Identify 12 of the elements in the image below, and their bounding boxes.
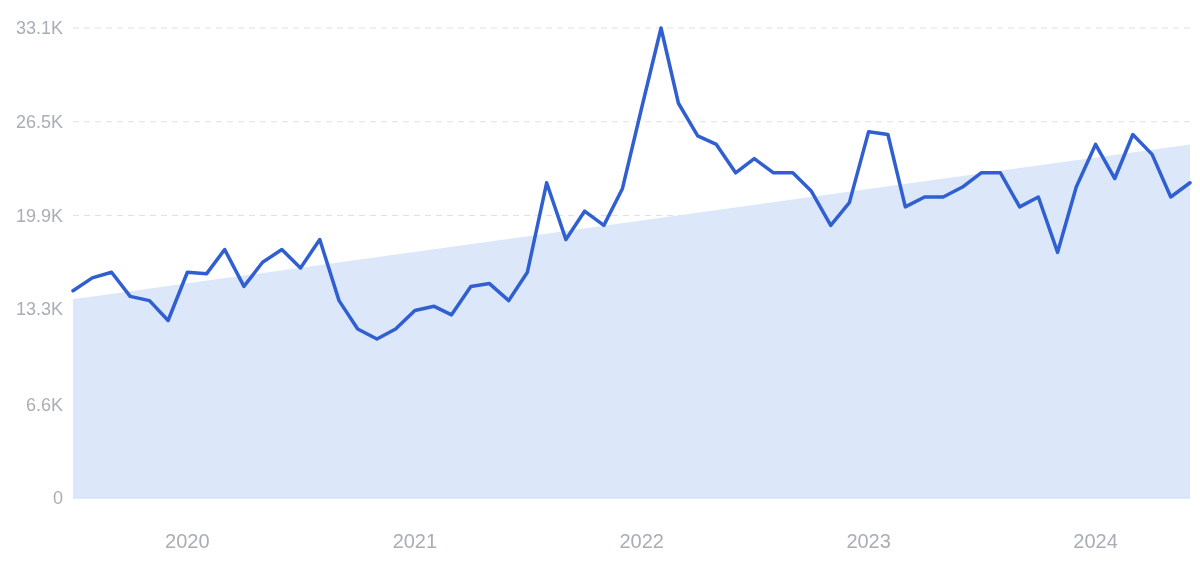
x-tick-label: 2022: [619, 530, 665, 552]
x-tick-label: 2020: [165, 530, 210, 552]
y-tick-label: 26.5K: [15, 112, 63, 133]
y-tick-label: 6.6K: [25, 394, 63, 415]
x-tick-label: 2021: [392, 530, 438, 552]
line-series: [71, 26, 1192, 341]
y-tick-label: 33.1K: [15, 18, 63, 39]
y-tick-label: 19.9K: [15, 205, 63, 226]
x-tick-label: 2024: [1073, 530, 1118, 552]
x-tick-label: 2023: [846, 530, 891, 552]
y-tick-label: 0: [52, 488, 63, 509]
y-tick-label: 13.3K: [15, 299, 63, 320]
